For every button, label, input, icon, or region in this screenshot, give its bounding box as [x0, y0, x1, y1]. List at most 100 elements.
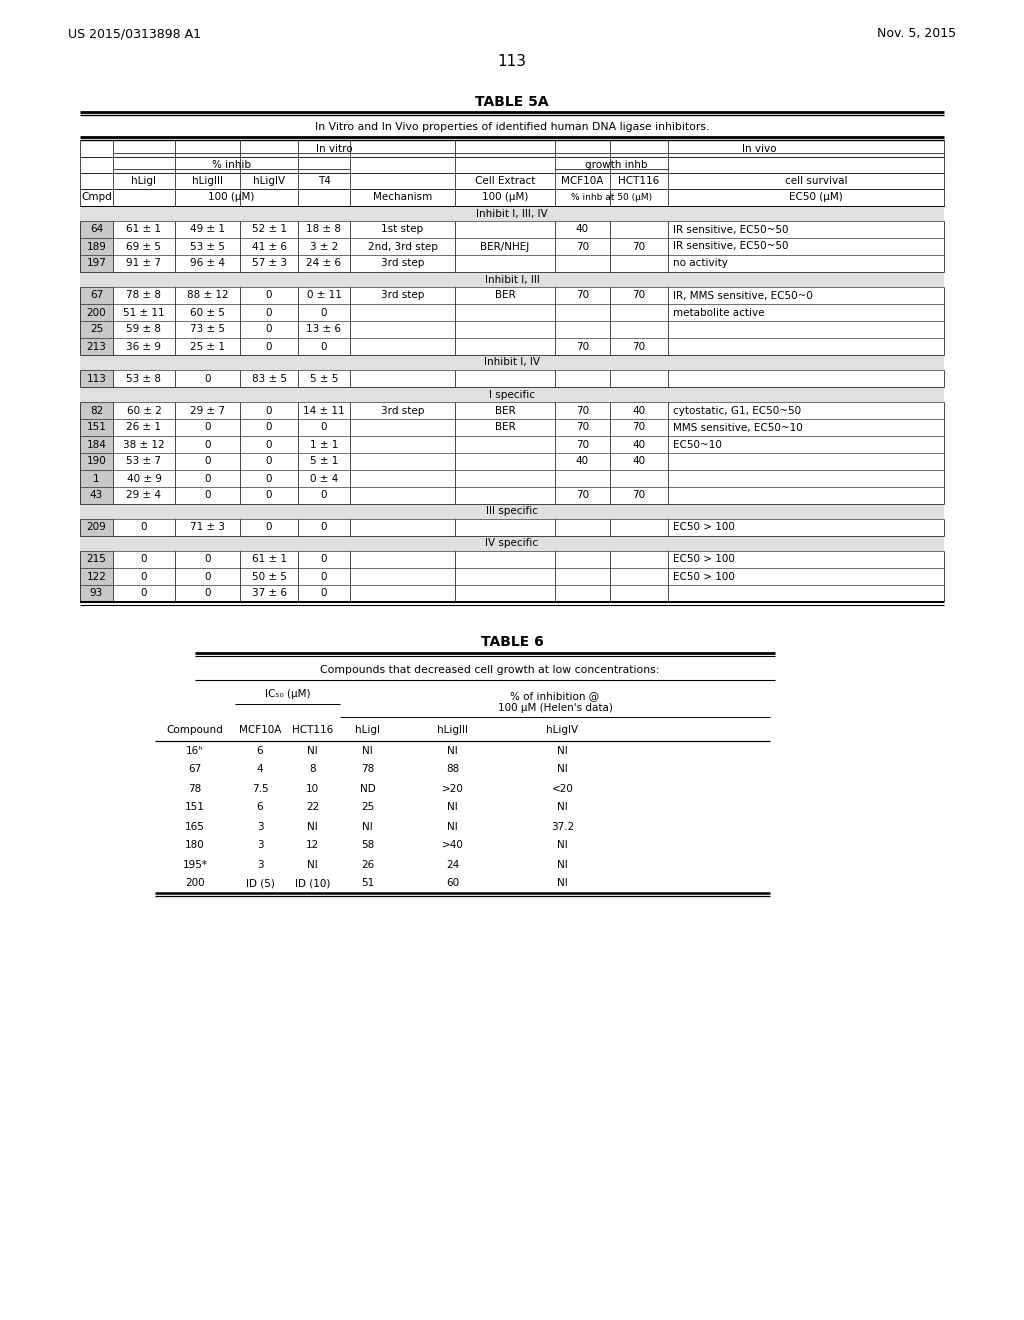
Text: 4: 4	[257, 764, 263, 775]
Text: BER: BER	[495, 405, 515, 416]
Text: 61 ± 1: 61 ± 1	[127, 224, 162, 235]
Text: 113: 113	[87, 374, 106, 384]
Text: Inhibit I, III: Inhibit I, III	[484, 275, 540, 285]
Text: 60 ± 5: 60 ± 5	[190, 308, 225, 318]
Text: NI: NI	[447, 746, 458, 755]
Text: 25 ± 1: 25 ± 1	[190, 342, 225, 351]
Text: EC50 > 100: EC50 > 100	[673, 523, 735, 532]
Text: NI: NI	[362, 821, 373, 832]
Bar	[80, 568, 113, 585]
Text: 10: 10	[306, 784, 319, 793]
Text: HCT116: HCT116	[292, 725, 333, 735]
Text: 78: 78	[360, 764, 374, 775]
Text: 0: 0	[321, 308, 328, 318]
Text: 13 ± 6: 13 ± 6	[306, 325, 341, 334]
Bar	[80, 304, 113, 321]
Text: 0: 0	[266, 308, 272, 318]
Text: 0: 0	[321, 523, 328, 532]
Text: 14 ± 11: 14 ± 11	[303, 405, 345, 416]
Text: 18 ± 8: 18 ± 8	[306, 224, 341, 235]
Text: 151: 151	[87, 422, 106, 433]
Text: 70: 70	[575, 491, 589, 500]
Text: 0: 0	[321, 491, 328, 500]
Text: 51 ± 11: 51 ± 11	[123, 308, 165, 318]
Text: 0: 0	[321, 422, 328, 433]
Text: 3 ± 2: 3 ± 2	[310, 242, 338, 252]
Text: EC50 > 100: EC50 > 100	[673, 554, 735, 565]
Text: 78: 78	[188, 784, 202, 793]
Text: NI: NI	[557, 879, 568, 888]
Bar	[80, 453, 113, 470]
Text: 0: 0	[266, 325, 272, 334]
Text: 0: 0	[266, 523, 272, 532]
Bar	[80, 321, 113, 338]
Text: MCF10A: MCF10A	[561, 176, 604, 186]
Text: Inhibit I, III, IV: Inhibit I, III, IV	[476, 209, 548, 219]
Bar	[80, 550, 113, 568]
Text: 88 ± 12: 88 ± 12	[186, 290, 228, 301]
Text: hLigIV: hLigIV	[547, 725, 579, 735]
Text: 70: 70	[575, 405, 589, 416]
Text: 0: 0	[321, 342, 328, 351]
Text: IV specific: IV specific	[485, 539, 539, 549]
Text: 57 ± 3: 57 ± 3	[252, 259, 287, 268]
Text: 0: 0	[204, 589, 211, 598]
Text: 0: 0	[321, 572, 328, 582]
Text: 60 ± 2: 60 ± 2	[127, 405, 162, 416]
Text: 70: 70	[633, 491, 645, 500]
Text: cell survival: cell survival	[784, 176, 847, 186]
Text: TABLE 6: TABLE 6	[480, 635, 544, 649]
Text: NI: NI	[307, 746, 317, 755]
Text: BER/NHEJ: BER/NHEJ	[480, 242, 529, 252]
Text: NI: NI	[447, 821, 458, 832]
Text: Mechanism: Mechanism	[373, 193, 432, 202]
Text: 6: 6	[257, 746, 263, 755]
Bar	[80, 338, 113, 355]
Text: BER: BER	[495, 290, 515, 301]
Text: 0: 0	[140, 572, 147, 582]
Text: 209: 209	[87, 523, 106, 532]
Text: 51: 51	[360, 879, 374, 888]
Text: 83 ± 5: 83 ± 5	[252, 374, 287, 384]
Text: 43: 43	[90, 491, 103, 500]
Text: 78 ± 8: 78 ± 8	[127, 290, 162, 301]
Bar	[80, 220, 113, 238]
Text: In vivo: In vivo	[742, 144, 777, 153]
Text: 69 ± 5: 69 ± 5	[127, 242, 162, 252]
Text: 0 ± 4: 0 ± 4	[310, 474, 338, 483]
Text: 73 ± 5: 73 ± 5	[190, 325, 225, 334]
Text: MCF10A: MCF10A	[239, 725, 282, 735]
Bar	[80, 585, 113, 602]
Text: 12: 12	[306, 841, 319, 850]
Text: 195*: 195*	[182, 859, 208, 870]
Text: 40: 40	[633, 457, 645, 466]
Text: 41 ± 6: 41 ± 6	[252, 242, 287, 252]
Bar	[80, 504, 944, 519]
Text: EC50 > 100: EC50 > 100	[673, 572, 735, 582]
Text: cytostatic, G1, EC50~50: cytostatic, G1, EC50~50	[673, 405, 801, 416]
Text: III specific: III specific	[486, 507, 538, 516]
Text: 100 (μM): 100 (μM)	[208, 193, 255, 202]
Text: 38 ± 12: 38 ± 12	[123, 440, 165, 450]
Text: 93: 93	[90, 589, 103, 598]
Text: 70: 70	[575, 242, 589, 252]
Text: 0: 0	[266, 342, 272, 351]
Text: 213: 213	[87, 342, 106, 351]
Text: 0: 0	[266, 290, 272, 301]
Text: 70: 70	[633, 422, 645, 433]
Text: 59 ± 8: 59 ± 8	[127, 325, 162, 334]
Bar	[80, 519, 113, 536]
Text: 7.5: 7.5	[252, 784, 268, 793]
Text: 0: 0	[204, 440, 211, 450]
Text: 60: 60	[445, 879, 459, 888]
Text: 0: 0	[266, 474, 272, 483]
Bar	[80, 436, 113, 453]
Text: Nov. 5, 2015: Nov. 5, 2015	[877, 28, 956, 41]
Text: NI: NI	[557, 841, 568, 850]
Text: 24 ± 6: 24 ± 6	[306, 259, 341, 268]
Text: 96 ± 4: 96 ± 4	[190, 259, 225, 268]
Text: 3rd step: 3rd step	[381, 290, 424, 301]
Text: Compound: Compound	[167, 725, 223, 735]
Text: 0: 0	[204, 491, 211, 500]
Text: 26: 26	[360, 859, 374, 870]
